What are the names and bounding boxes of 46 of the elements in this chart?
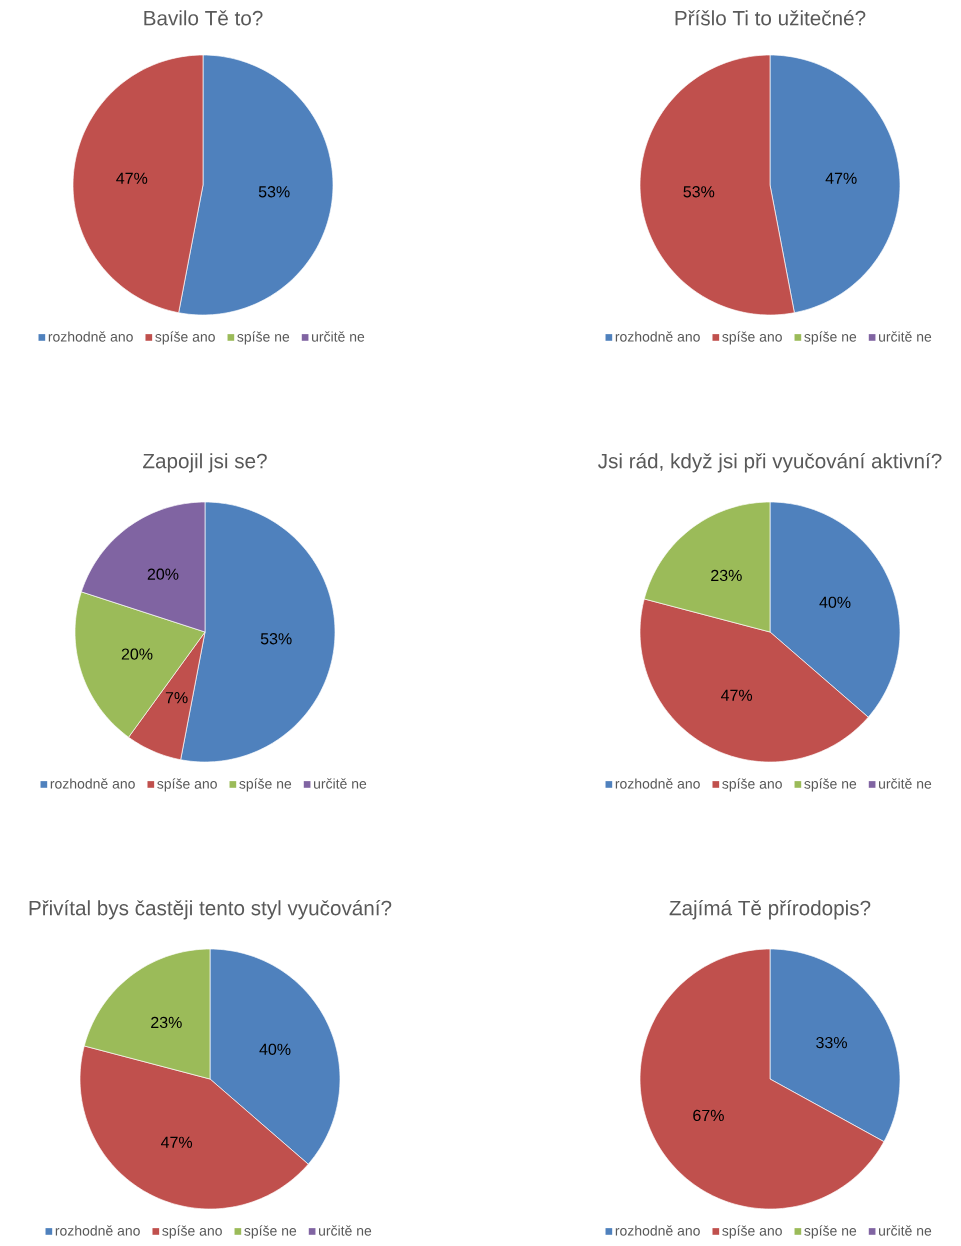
chart-title: Bavilo Tě to? [144,10,263,26]
legend-label: určitě ne [312,331,365,342]
chart-title: Jsi rád, když jsi při vyučování aktivní? [598,452,942,473]
data-label: 33% [816,1036,847,1049]
legend-label: spíše ne [804,778,857,792]
legend-label: určitě ne [879,778,932,789]
legend-label: rozhodně ano [48,331,133,342]
data-label: 20% [147,568,179,580]
data-label: 53% [260,633,292,645]
chart-title: Přivítal bys častěji tento styl vyučování? [29,899,392,920]
data-label: 20% [121,648,153,660]
chart-title: Zapojil jsi se? [143,453,267,473]
legend-label: určitě ne [319,1225,372,1236]
legend-label: spíše ano [722,1225,782,1239]
legend-label: rozhodně ano [615,331,700,342]
legend-label: spíše ne [804,1225,857,1239]
legend-label: spíše ano [722,331,782,345]
data-label: 40% [819,596,851,608]
data-label: 47% [825,172,857,184]
legend-label: spíše ano [162,1225,222,1239]
chart-title: Zajímá Tě přírodopis? [669,899,871,920]
data-label: 23% [151,1016,182,1029]
legend-label: určitě ne [314,778,367,789]
legend-label: určitě ne [879,331,932,342]
legend-label: rozhodně ano [50,778,135,789]
data-label: 67% [693,1109,724,1122]
data-label: 23% [711,569,742,582]
data-label: 47% [161,1136,193,1148]
legend-label: spíše ano [157,778,217,792]
legend-label: spíše ano [155,331,215,345]
legend-label: spíše ne [804,331,857,345]
data-label: 7% [165,692,188,704]
legend-label: rozhodně ano [615,1225,700,1236]
legend-label: určitě ne [879,1225,932,1236]
data-label: 47% [116,172,148,184]
legend-label: rozhodně ano [55,1225,140,1236]
data-label: 53% [683,186,715,198]
legend-label: spíše ne [239,778,292,792]
data-label: 47% [721,689,753,701]
legend-label: spíše ne [237,331,290,345]
data-label: 53% [258,186,290,198]
legend-label: spíše ne [244,1225,297,1239]
legend-label: rozhodně ano [615,778,700,789]
legend-label: spíše ano [722,778,782,792]
chart-title: Příšlo Ti to užitečné? [675,10,866,26]
data-label: 40% [259,1043,291,1055]
